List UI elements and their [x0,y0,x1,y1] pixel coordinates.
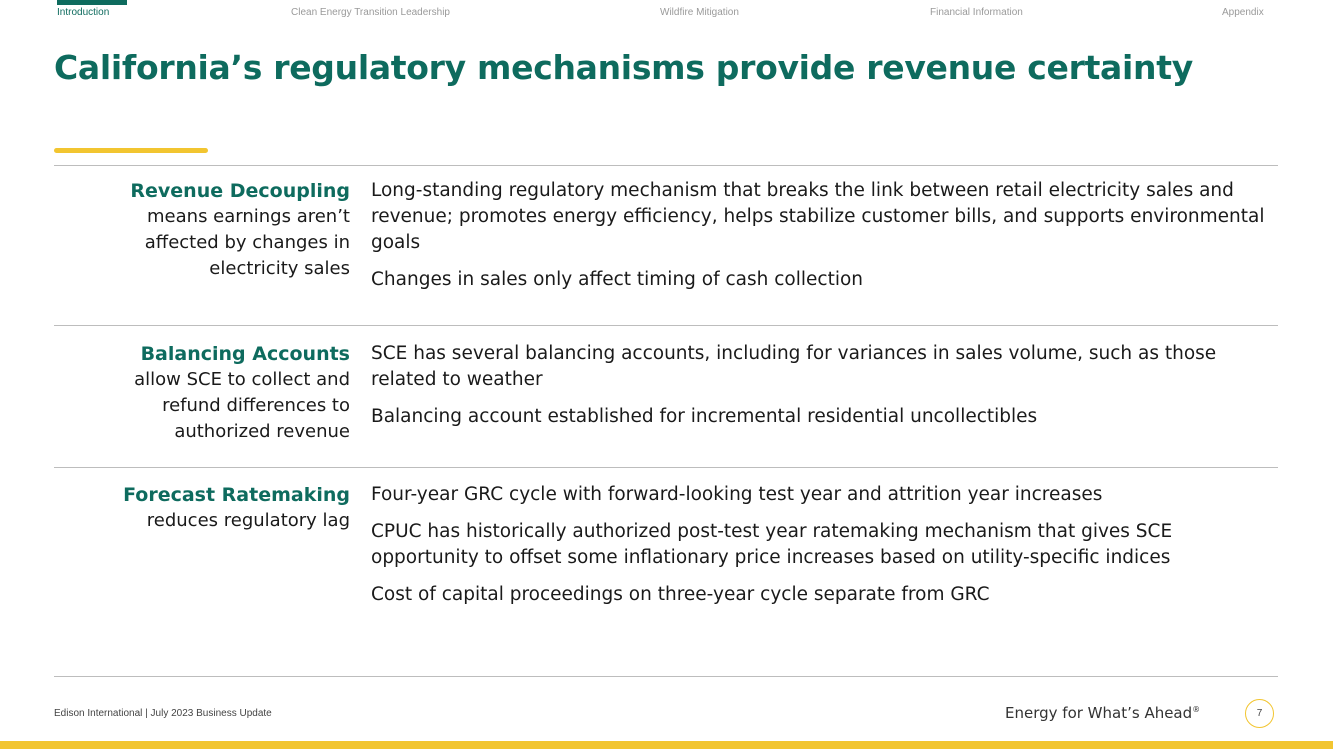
slide-title: California’s regulatory mechanisms provi… [54,48,1193,87]
tab-appendix[interactable]: Appendix [1222,7,1264,18]
detail-text: CPUC has historically authorized post-te… [371,521,1173,568]
title-accent-bar [54,148,208,153]
detail-text: Changes in sales only affect timing of c… [371,269,864,290]
mechanism-description: allow SCE to collect and [134,369,350,390]
mechanism-label: Revenue Decoupling means earnings aren’t… [54,178,350,282]
detail-text: Four-year GRC cycle with forward-looking… [371,484,1103,505]
row-divider [54,165,1278,166]
tab-wildfire-mitigation[interactable]: Wildfire Mitigation [660,7,739,18]
mechanism-description: authorized revenue [174,421,350,442]
mechanism-details: SCE has several balancing accounts, incl… [371,341,1276,430]
row-divider [54,467,1278,468]
active-tab-indicator [57,0,127,5]
mechanism-heading: Forecast Ratemaking [123,484,350,506]
mechanism-description: electricity sales [209,258,350,279]
tab-financial-information[interactable]: Financial Information [930,7,1023,18]
mechanism-description: refund differences to [162,395,350,416]
mechanism-description: reduces regulatory lag [146,510,350,531]
footer-source: Edison International | July 2023 Busines… [54,708,272,719]
mechanism-description: affected by changes in [144,232,350,253]
detail-text: Long-standing regulatory mechanism that … [371,180,1265,253]
mechanism-heading: Balancing Accounts [140,343,350,365]
mechanism-details: Long-standing regulatory mechanism that … [371,178,1276,293]
footer-tagline: Energy for What’s Ahead® [1005,704,1200,722]
tagline-text: Energy for What’s Ahead [1005,704,1193,722]
mechanism-details: Four-year GRC cycle with forward-looking… [371,482,1276,608]
tab-clean-energy-transition-leadership[interactable]: Clean Energy Transition Leadership [291,7,450,18]
registered-mark: ® [1192,705,1201,714]
detail-text: Cost of capital proceedings on three-yea… [371,584,990,605]
page-number: 7 [1245,699,1274,728]
section-nav: Introduction Clean Energy Transition Lea… [0,0,1333,22]
mechanism-description: means earnings aren’t [147,206,350,227]
detail-text: SCE has several balancing accounts, incl… [371,343,1217,390]
row-divider [54,325,1278,326]
mechanism-heading: Revenue Decoupling [130,180,350,202]
footer-accent-bar [0,741,1333,749]
row-divider [54,676,1278,677]
mechanism-label: Forecast Ratemaking reduces regulatory l… [54,482,350,534]
tab-introduction[interactable]: Introduction [57,7,110,18]
mechanism-label: Balancing Accounts allow SCE to collect … [54,341,350,445]
detail-text: Balancing account established for increm… [371,406,1038,427]
